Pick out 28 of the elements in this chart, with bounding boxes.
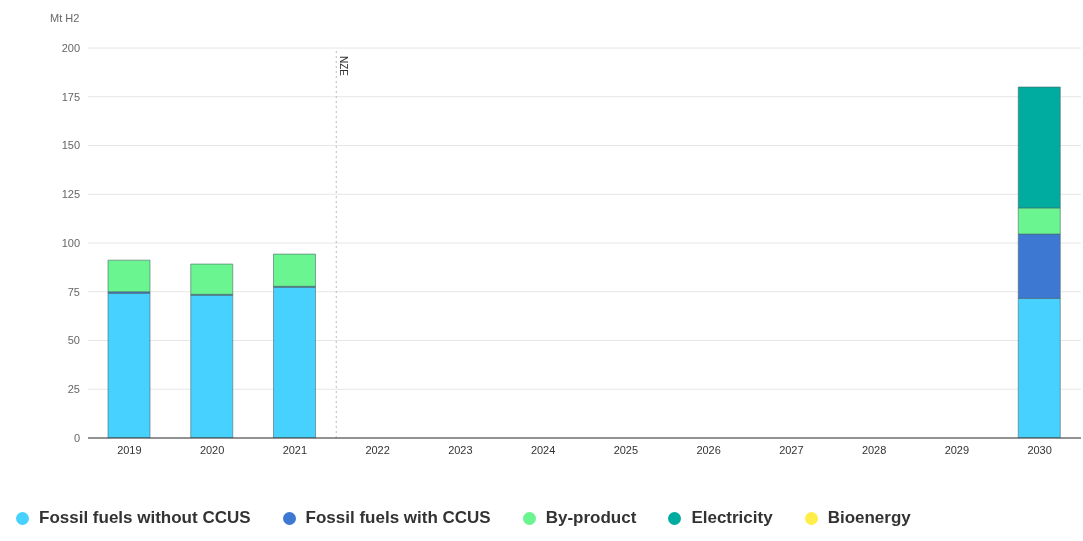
x-tick-label: 2024 xyxy=(530,443,556,456)
x-tick-label: 2026 xyxy=(696,443,721,456)
x-tick-label: 2027 xyxy=(779,443,804,456)
x-tick-label: 2028 xyxy=(861,443,887,456)
y-tick-label: 75 xyxy=(67,285,80,298)
y-axis-title: Mt H2 xyxy=(50,12,80,24)
y-tick-label: 25 xyxy=(67,383,80,396)
x-tick-label: 2023 xyxy=(448,443,473,456)
y-tick-label: 50 xyxy=(67,334,80,347)
x-tick-label: 2019 xyxy=(117,443,142,456)
x-tick-label: 2029 xyxy=(944,443,970,456)
x-tick-label: 2020 xyxy=(199,443,225,456)
y-tick-label: 100 xyxy=(61,236,80,249)
legend-label: Electricity xyxy=(691,508,773,528)
y-tick-label: 0 xyxy=(73,431,80,444)
ref-line-label: NZE xyxy=(338,56,350,77)
y-tick-label: 150 xyxy=(61,139,80,152)
x-tick-label: 2025 xyxy=(613,443,639,456)
legend-label: Fossil fuels with CCUS xyxy=(305,508,491,528)
x-tick-label: 2030 xyxy=(1027,443,1052,456)
y-tick-label: 175 xyxy=(61,90,80,103)
y-tick-label: 200 xyxy=(61,41,80,54)
legend-label: Fossil fuels without CCUS xyxy=(39,508,251,528)
x-tick-label: 2022 xyxy=(365,443,390,456)
y-tick-label: 125 xyxy=(61,188,80,201)
legend-label: Bioenergy xyxy=(827,508,911,528)
legend-label: By-product xyxy=(545,508,637,528)
x-tick-label: 2021 xyxy=(282,443,308,456)
